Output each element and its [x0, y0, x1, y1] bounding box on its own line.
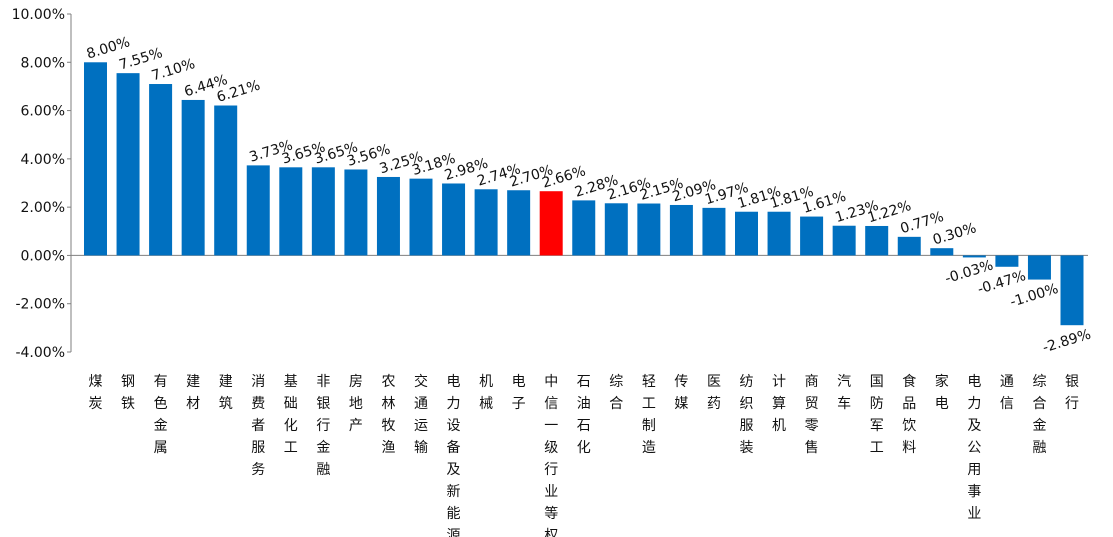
bar	[214, 105, 238, 256]
bar	[865, 225, 889, 256]
y-tick-label: 4.00%	[21, 152, 65, 168]
bar	[84, 62, 107, 256]
category-label: 综合金融	[1032, 374, 1046, 456]
category-label: 房地产	[349, 374, 363, 434]
category-label: 国防军工	[870, 374, 884, 456]
category-label: 有色金属	[154, 374, 168, 456]
category-label: 传媒	[674, 374, 688, 412]
category-label: 钢铁	[121, 374, 135, 412]
category-label: 银行	[1065, 374, 1079, 412]
bar	[832, 225, 856, 256]
category-label: 纺织服装	[740, 374, 754, 456]
category-label: 电子	[512, 374, 526, 412]
category-label: 基础化工	[284, 373, 298, 456]
category-label: 电力设备及新能源	[447, 374, 461, 537]
y-tick-label: 8.00%	[21, 55, 65, 71]
y-tick-label: -4.00%	[15, 345, 65, 361]
bar	[962, 255, 986, 258]
category-label: 医药	[707, 374, 721, 412]
bar	[1060, 255, 1084, 326]
bar	[995, 255, 1019, 267]
bar	[800, 216, 824, 256]
category-label: 商贸零售	[805, 374, 819, 456]
category-label: 机械	[479, 374, 493, 412]
bar	[572, 200, 596, 256]
bar	[735, 211, 758, 256]
y-tick-label: 6.00%	[21, 104, 65, 120]
bar	[409, 178, 433, 256]
y-tick-label: -2.00%	[15, 297, 65, 313]
category-label: 非银行金融	[316, 374, 330, 478]
bar	[604, 203, 628, 256]
bar	[181, 99, 205, 256]
category-label: 计算机	[772, 374, 786, 434]
bar	[1027, 255, 1051, 280]
bar	[442, 183, 466, 256]
bar	[669, 204, 693, 256]
bar	[311, 167, 335, 256]
bar	[344, 169, 368, 256]
data-label: -2.89%	[1041, 326, 1093, 356]
category-label: 消费者服务	[251, 374, 265, 478]
category-label: 综合	[609, 374, 623, 412]
y-tick-label: 0.00%	[21, 248, 65, 264]
bar	[279, 167, 303, 256]
category-label: 通信	[1000, 374, 1014, 412]
bar	[897, 236, 921, 256]
category-label: 建材	[186, 374, 200, 412]
bar	[539, 191, 563, 256]
category-label: 石油石化	[577, 374, 591, 456]
bar	[767, 211, 791, 256]
bar	[637, 203, 661, 256]
category-label: 交通运输	[414, 373, 428, 456]
bar	[507, 190, 531, 256]
bars-layer	[84, 62, 1084, 326]
category-label: 农林牧渔	[381, 374, 395, 456]
bar	[246, 165, 270, 256]
category-label: 建筑	[219, 374, 233, 412]
category-label: 煤炭	[89, 374, 103, 412]
category-label: 汽车	[837, 374, 851, 412]
bar	[930, 248, 954, 256]
category-label: 中信一级行业等权	[544, 374, 558, 537]
bar	[116, 73, 140, 256]
category-label: 电力及公用事业	[967, 374, 981, 522]
category-label: 食品饮料	[902, 373, 916, 456]
y-tick-label: 2.00%	[21, 200, 65, 216]
y-tick-label: 10.00%	[12, 7, 65, 23]
bar	[376, 176, 400, 256]
bar	[149, 84, 173, 256]
bar	[474, 189, 498, 256]
bar	[702, 207, 726, 256]
category-label: 家电	[935, 373, 949, 412]
category-label: 轻工制造	[642, 374, 656, 456]
